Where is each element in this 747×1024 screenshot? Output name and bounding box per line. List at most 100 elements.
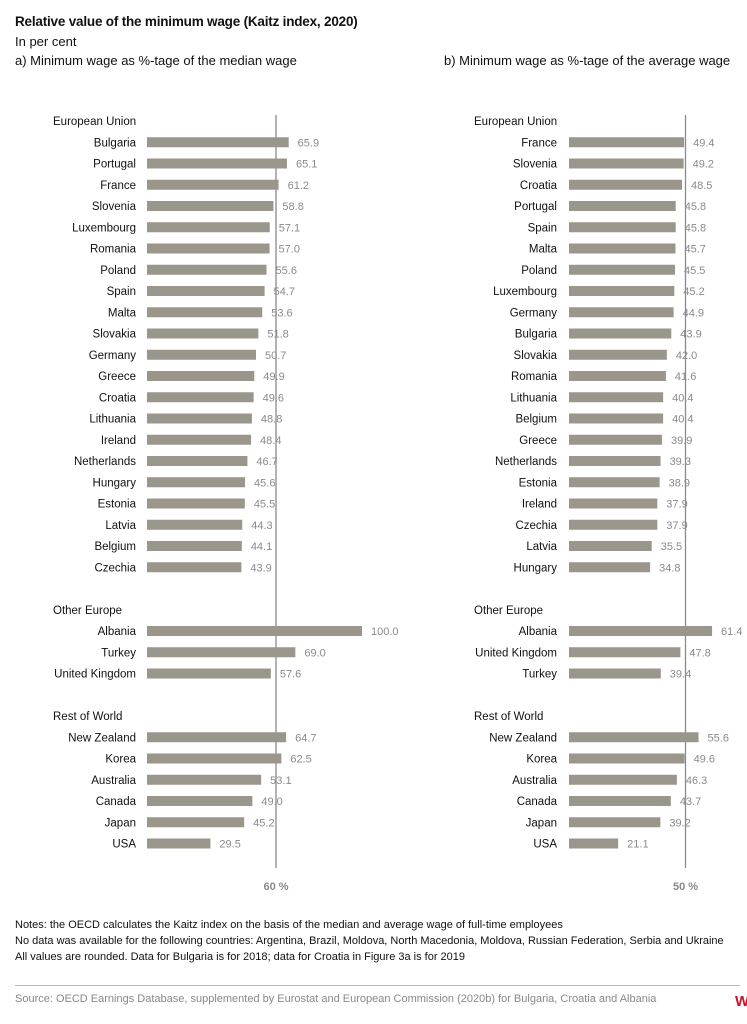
panel-a-value-label: 49.0 — [261, 796, 282, 808]
panel-a-bar — [147, 817, 245, 828]
panel-a-bar — [147, 838, 211, 849]
panel-a-value-label: 55.6 — [276, 265, 297, 277]
panel-a-category-label: New Zealand — [68, 732, 136, 744]
panel-a-value-label: 65.9 — [298, 137, 319, 149]
panel-a-bar — [147, 796, 253, 806]
panel-b-value-label: 49.4 — [693, 137, 714, 149]
panel-a-bar — [147, 774, 262, 785]
panel-b-bar — [569, 753, 685, 764]
panel-a-category-label: Canada — [96, 796, 137, 808]
panel-a-category-label: Slovenia — [92, 201, 137, 213]
panel-b-value-label: 45.5 — [684, 265, 705, 277]
panel-b-category-label: Japan — [526, 817, 557, 829]
panel-a-category-label: Germany — [89, 350, 137, 362]
panel-b-category-label: Lithuania — [510, 392, 557, 404]
panel-b-category-label: Canada — [517, 796, 558, 808]
panel-b-value-label: 46.3 — [686, 775, 707, 787]
panel-b-bar — [569, 541, 652, 551]
panel-b-bar — [569, 264, 676, 275]
panel-a-value-label: 53.6 — [271, 307, 292, 319]
panel-a-value-label: 48.4 — [260, 435, 281, 447]
panel-a-value-label: 57.0 — [279, 244, 300, 256]
panel-b-category-label: United Kingdom — [475, 647, 557, 659]
note-line-3: All values are rounded. Data for Bulgari… — [15, 951, 466, 963]
panel-b-bar — [569, 732, 699, 743]
panel-a-value-label: 43.9 — [250, 562, 271, 574]
panel-a-category-label: Portugal — [93, 159, 136, 171]
panel-a-category-label: Greece — [98, 371, 136, 383]
panel-a-value-label: 54.7 — [274, 286, 295, 298]
panel-b-category-label: New Zealand — [489, 732, 557, 744]
panel-b-value-label: 43.9 — [680, 329, 701, 341]
panel-a-value-label: 58.8 — [282, 201, 303, 213]
panel-a-bar — [147, 626, 362, 636]
panel-a-value-label: 65.1 — [296, 159, 317, 171]
panel-a-category-label: Poland — [100, 265, 136, 277]
panel-b-bar — [569, 626, 713, 636]
figure-subtitle: In per cent — [15, 34, 77, 49]
panel-b-value-label: 48.5 — [691, 180, 712, 192]
panel-a-bar — [147, 647, 296, 658]
panel-b-value-label: 40.4 — [672, 392, 693, 404]
panel-b-value-label: 55.6 — [708, 732, 729, 744]
panel-a-value-label: 45.2 — [253, 817, 274, 829]
panel-a-bar — [147, 477, 246, 488]
panel-a-category-label: Belgium — [94, 541, 136, 553]
note-line-1: Notes: the OECD calculates the Kaitz ind… — [15, 919, 563, 931]
note-line-2: No data was available for the following … — [15, 935, 724, 947]
panel-a-bar — [147, 307, 263, 318]
panel-b-bar — [569, 796, 671, 806]
panel-a-value-label: 44.1 — [251, 541, 272, 553]
panel-a-bar — [147, 753, 282, 764]
panel-a-value-label: 61.2 — [288, 180, 309, 192]
panel-a-bar — [147, 286, 265, 296]
panel-b-bar — [569, 817, 661, 828]
panel-a-value-label: 50.7 — [265, 350, 286, 362]
panel-b-bar — [569, 392, 664, 403]
panel-a-category-label: Croatia — [99, 392, 137, 404]
panel-a-value-label: 53.1 — [270, 775, 291, 787]
panel-a-bar — [147, 349, 257, 360]
panel-a-category-label: Bulgaria — [94, 137, 137, 149]
panel-a-category-label: Czechia — [94, 562, 136, 574]
panel-b-category-label: Luxembourg — [493, 286, 557, 298]
panel-b-category-label: Latvia — [526, 541, 557, 553]
panel-a-value-label: 57.1 — [279, 222, 300, 234]
panel-b-category-label: Portugal — [514, 201, 557, 213]
panel-b-bar — [569, 201, 676, 211]
panel-a-bar — [147, 434, 252, 445]
panel-a-category-label: France — [100, 180, 136, 192]
panel-a-group-header: European Union — [53, 116, 136, 128]
panel-a-value-label: 100.0 — [371, 626, 399, 638]
panel-a-bar — [147, 264, 267, 275]
panel-b-bar — [569, 349, 667, 360]
panel-b-value-label: 41.6 — [675, 371, 696, 383]
panel-a-bar — [147, 328, 259, 339]
panel-a-category-label: Turkey — [101, 647, 136, 659]
panel-b-bar — [569, 137, 685, 148]
panel-b-value-label: 39.2 — [669, 817, 690, 829]
panel-b-value-label: 37.9 — [666, 520, 687, 532]
panel-a-value-label: 46.7 — [256, 456, 277, 468]
panel-b-bar — [569, 413, 664, 424]
panel-a-group-header: Other Europe — [53, 605, 122, 617]
panel-a-category-label: Albania — [98, 626, 137, 638]
panel-b-category-label: Turkey — [522, 669, 557, 681]
panel-a-bar — [147, 201, 274, 211]
panel-b-bar — [569, 498, 658, 509]
panel-b-value-label: 45.8 — [685, 201, 706, 213]
panel-a-bar — [147, 519, 243, 530]
panel-a-value-label: 57.6 — [280, 669, 301, 681]
panel-b-value-label: 39.4 — [670, 669, 691, 681]
panel-a-bar — [147, 413, 252, 424]
publisher-logo: W — [735, 993, 747, 1010]
panel-b-category-label: Ireland — [522, 499, 557, 511]
panel-a-bar — [147, 392, 254, 403]
panel-a-group-header: Rest of World — [53, 711, 122, 723]
panel-a-bar — [147, 732, 287, 743]
panel-b-bar — [569, 243, 676, 254]
panel-a-bar — [147, 371, 255, 381]
panel-b-bar — [569, 286, 675, 296]
panel-a-value-label: 49.6 — [263, 392, 284, 404]
panel-b-bar — [569, 647, 681, 658]
